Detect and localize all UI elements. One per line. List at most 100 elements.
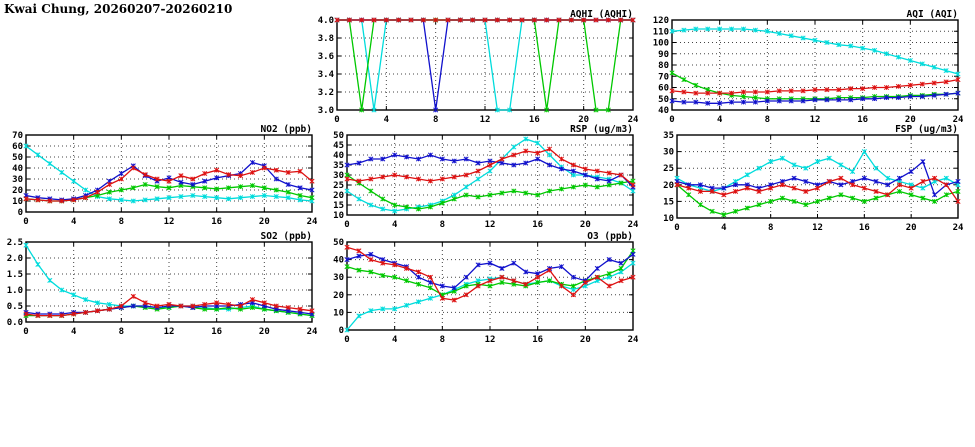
svg-text:40: 40 bbox=[12, 164, 23, 174]
svg-text:15: 15 bbox=[333, 201, 344, 211]
svg-text:20: 20 bbox=[663, 181, 674, 191]
svg-text:O3 (ppb): O3 (ppb) bbox=[587, 231, 633, 242]
o3-plot: 0 10 20 30 40 50 0 4 8 12 16 20 24 O3 (ppb) bbox=[333, 231, 639, 345]
svg-text:24: 24 bbox=[953, 115, 964, 125]
svg-text:20: 20 bbox=[259, 217, 270, 227]
svg-text:16: 16 bbox=[211, 217, 222, 227]
svg-text:16: 16 bbox=[532, 335, 543, 345]
svg-text:8: 8 bbox=[765, 115, 770, 125]
svg-text:80: 80 bbox=[658, 61, 669, 71]
svg-text:0: 0 bbox=[344, 220, 349, 230]
svg-text:AQI (AQI): AQI (AQI) bbox=[907, 9, 958, 20]
svg-text:24: 24 bbox=[307, 217, 318, 227]
svg-text:0: 0 bbox=[23, 327, 28, 337]
svg-text:8: 8 bbox=[119, 217, 124, 227]
svg-text:3.4: 3.4 bbox=[318, 70, 335, 80]
svg-text:1.5: 1.5 bbox=[7, 270, 23, 280]
svg-text:0: 0 bbox=[334, 115, 339, 125]
svg-text:70: 70 bbox=[12, 131, 23, 141]
svg-text:35: 35 bbox=[333, 161, 344, 171]
svg-text:20: 20 bbox=[333, 191, 344, 201]
svg-text:24: 24 bbox=[628, 335, 639, 345]
svg-text:25: 25 bbox=[333, 181, 344, 191]
svg-text:4: 4 bbox=[71, 327, 77, 337]
svg-text:0: 0 bbox=[18, 208, 23, 218]
svg-text:12: 12 bbox=[812, 223, 823, 233]
svg-text:0.5: 0.5 bbox=[7, 302, 23, 312]
svg-text:20: 20 bbox=[12, 186, 23, 196]
svg-text:10: 10 bbox=[12, 197, 23, 207]
svg-text:RSP (ug/m3): RSP (ug/m3) bbox=[570, 124, 633, 135]
svg-text:40: 40 bbox=[333, 151, 344, 161]
svg-text:30: 30 bbox=[663, 148, 674, 158]
svg-text:24: 24 bbox=[307, 327, 318, 337]
svg-text:15: 15 bbox=[663, 197, 674, 207]
svg-text:NO2 (ppb): NO2 (ppb) bbox=[261, 124, 312, 135]
fsp-plot: 10 15 20 25 30 35 0 4 8 12 16 20 24 FSP (ug/m3) bbox=[663, 124, 964, 233]
svg-text:SO2 (ppb): SO2 (ppb) bbox=[261, 231, 312, 242]
svg-text:3.0: 3.0 bbox=[318, 106, 334, 116]
svg-text:3.6: 3.6 bbox=[318, 52, 334, 62]
svg-text:24: 24 bbox=[953, 223, 964, 233]
svg-text:0: 0 bbox=[339, 326, 344, 336]
svg-text:4.0: 4.0 bbox=[318, 16, 334, 26]
svg-text:25: 25 bbox=[663, 164, 674, 174]
svg-text:20: 20 bbox=[905, 115, 916, 125]
svg-text:10: 10 bbox=[333, 308, 344, 318]
svg-text:12: 12 bbox=[164, 327, 175, 337]
svg-text:12: 12 bbox=[480, 115, 491, 125]
svg-text:45: 45 bbox=[333, 141, 344, 151]
svg-text:8: 8 bbox=[440, 335, 445, 345]
svg-text:30: 30 bbox=[12, 175, 23, 185]
svg-text:60: 60 bbox=[12, 142, 23, 152]
svg-text:2.5: 2.5 bbox=[7, 238, 23, 248]
svg-text:8: 8 bbox=[433, 115, 438, 125]
svg-text:70: 70 bbox=[658, 72, 669, 82]
svg-text:8: 8 bbox=[440, 220, 445, 230]
svg-text:2.0: 2.0 bbox=[7, 254, 23, 264]
svg-text:50: 50 bbox=[333, 238, 344, 248]
chart-so2: 0.0 0.5 1.0 1.5 2.0 2.5 0 4 8 12 16 20 24 SO2 (ppb) bbox=[0, 229, 320, 338]
svg-text:16: 16 bbox=[859, 223, 870, 233]
svg-text:0: 0 bbox=[344, 335, 349, 345]
svg-text:4: 4 bbox=[392, 220, 398, 230]
svg-text:4: 4 bbox=[71, 217, 77, 227]
svg-text:16: 16 bbox=[532, 220, 543, 230]
svg-text:50: 50 bbox=[333, 131, 344, 141]
chart-fsp: 10 15 20 25 30 35 0 4 8 12 16 20 24 FSP (ug/m3) bbox=[651, 122, 966, 234]
svg-text:20: 20 bbox=[580, 220, 591, 230]
svg-text:20: 20 bbox=[259, 327, 270, 337]
aqhi-plot: 3.0 3.2 3.4 3.6 3.8 4.0 0 4 8 12 16 20 24 AQHI (AQHI) bbox=[318, 9, 639, 125]
svg-text:16: 16 bbox=[529, 115, 540, 125]
chart-aqi: 40 50 60 70 80 90 100 110 120 0 4 8 12 16 20 24 AQI (AQI… bbox=[646, 7, 966, 126]
svg-text:AQHI (AQHI): AQHI (AQHI) bbox=[570, 9, 633, 20]
svg-text:3.8: 3.8 bbox=[318, 34, 334, 44]
svg-text:50: 50 bbox=[12, 153, 23, 163]
svg-text:0: 0 bbox=[669, 115, 674, 125]
svg-text:8: 8 bbox=[119, 327, 124, 337]
svg-text:4: 4 bbox=[721, 223, 727, 233]
svg-text:3.2: 3.2 bbox=[318, 88, 334, 98]
svg-text:8: 8 bbox=[768, 223, 773, 233]
svg-text:0.0: 0.0 bbox=[7, 318, 23, 328]
svg-text:40: 40 bbox=[333, 256, 344, 266]
svg-text:40: 40 bbox=[658, 106, 669, 116]
svg-text:FSP (ug/m3): FSP (ug/m3) bbox=[895, 124, 958, 135]
svg-text:110: 110 bbox=[653, 27, 669, 37]
svg-text:24: 24 bbox=[628, 220, 639, 230]
svg-text:60: 60 bbox=[658, 84, 669, 94]
svg-text:20: 20 bbox=[578, 115, 589, 125]
svg-text:50: 50 bbox=[658, 95, 669, 105]
page-title: Kwai Chung, 20260207-20260210 bbox=[4, 2, 233, 16]
svg-text:30: 30 bbox=[333, 171, 344, 181]
svg-text:16: 16 bbox=[211, 327, 222, 337]
svg-text:16: 16 bbox=[857, 115, 868, 125]
svg-text:24: 24 bbox=[628, 115, 639, 125]
svg-text:20: 20 bbox=[580, 335, 591, 345]
svg-text:12: 12 bbox=[485, 335, 496, 345]
chart-rsp: 10 15 20 25 30 35 40 45 50 0 4 8 12 16 20 24 RSP (ug/m3) bbox=[321, 122, 641, 231]
chart-no2: 0 10 20 30 40 50 60 70 0 4 8 12 16 20 24 NO2 (ppb) bbox=[0, 122, 320, 228]
svg-text:90: 90 bbox=[658, 50, 669, 60]
svg-text:20: 20 bbox=[333, 291, 344, 301]
